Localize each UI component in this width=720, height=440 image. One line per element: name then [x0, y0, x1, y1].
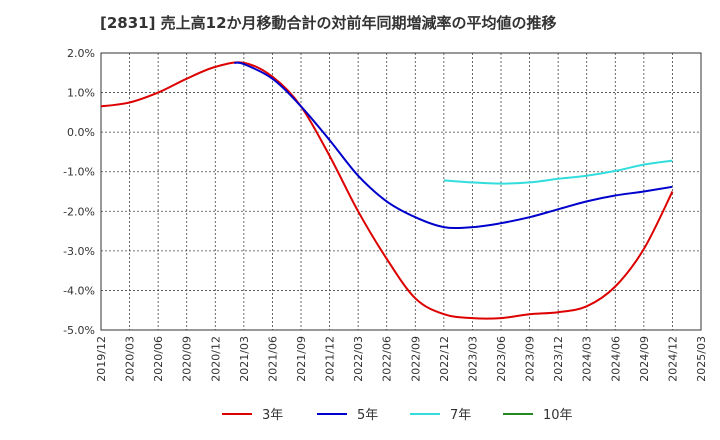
x-tick-label: 2020/09 — [181, 336, 194, 382]
series-line-2 — [443, 159, 673, 185]
y-tick-label: -4.0% — [63, 284, 95, 297]
legend-label-0: 3年 — [262, 408, 283, 423]
x-tick-label: 2024/09 — [638, 336, 651, 382]
x-tick-label: 2021/06 — [266, 336, 279, 382]
x-tick-label: 2021/12 — [324, 336, 337, 382]
x-tick-label: 2022/06 — [381, 336, 394, 382]
y-tick-label: -2.0% — [63, 205, 95, 218]
x-tick-label: 2023/03 — [466, 336, 479, 382]
x-tick-label: 2022/09 — [409, 336, 422, 382]
y-tick-label: -1.0% — [63, 166, 95, 179]
x-tick-label: 2021/09 — [295, 336, 308, 382]
x-tick-label: 2023/06 — [495, 336, 508, 382]
legend-label-3: 10年 — [543, 408, 573, 423]
plot-area — [101, 53, 701, 330]
x-tick-label: 2020/06 — [152, 336, 165, 382]
y-tick-label: 2.0% — [67, 47, 95, 60]
x-tick-label: 2023/09 — [524, 336, 537, 382]
series-line-0 — [100, 61, 674, 320]
x-tick-label: 2024/03 — [581, 336, 594, 382]
y-tick-label: -3.0% — [63, 245, 95, 258]
y-tick-label: 0.0% — [67, 126, 95, 139]
x-tick-label: 2021/03 — [238, 336, 251, 382]
y-tick-label: 1.0% — [67, 87, 95, 100]
series-line-1 — [234, 61, 673, 230]
x-tick-label: 2024/12 — [666, 336, 679, 382]
x-tick-label: 2019/12 — [95, 336, 108, 382]
legend-label-1: 5年 — [357, 408, 378, 423]
chart-title: [2831] 売上高12か月移動合計の対前年同期増減率の平均値の推移 — [100, 14, 557, 32]
x-tick-label: 2023/12 — [552, 336, 565, 382]
x-tick-label: 2020/03 — [124, 336, 137, 382]
x-tick-label: 2022/12 — [438, 336, 451, 382]
x-tick-label: 2022/03 — [352, 336, 365, 382]
legend-label-2: 7年 — [450, 408, 471, 423]
plot-frame — [100, 52, 702, 331]
x-tick-label: 2024/06 — [609, 336, 622, 382]
y-tick-label: -5.0% — [63, 324, 95, 337]
x-tick-label: 2020/12 — [209, 336, 222, 382]
x-tick-label: 2025/03 — [695, 336, 708, 382]
